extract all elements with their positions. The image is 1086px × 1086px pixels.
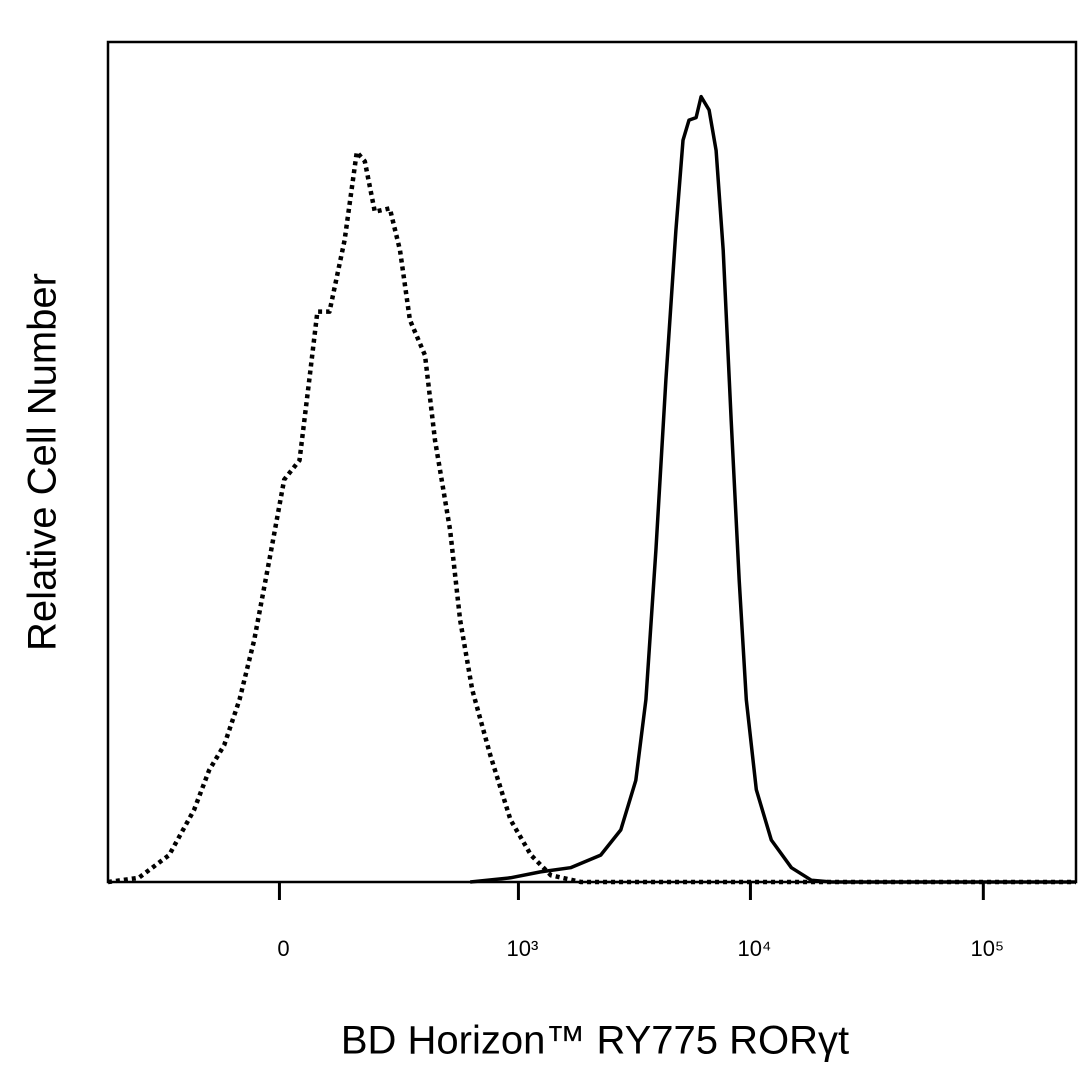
x-axis-title: BD Horizon™ RY775 RORγt	[341, 1019, 849, 1063]
histogram-line	[107, 149, 1076, 885]
x-tick-label: 0	[277, 936, 289, 961]
y-axis-title: Relative Cell Number	[21, 273, 65, 651]
histogram-line	[470, 94, 1076, 884]
x-tick-label: 10⁵	[971, 936, 1005, 961]
x-tick-label: 10⁴	[737, 936, 771, 961]
x-tick-label: 10³	[507, 936, 539, 961]
plot-frame	[106, 40, 1078, 884]
